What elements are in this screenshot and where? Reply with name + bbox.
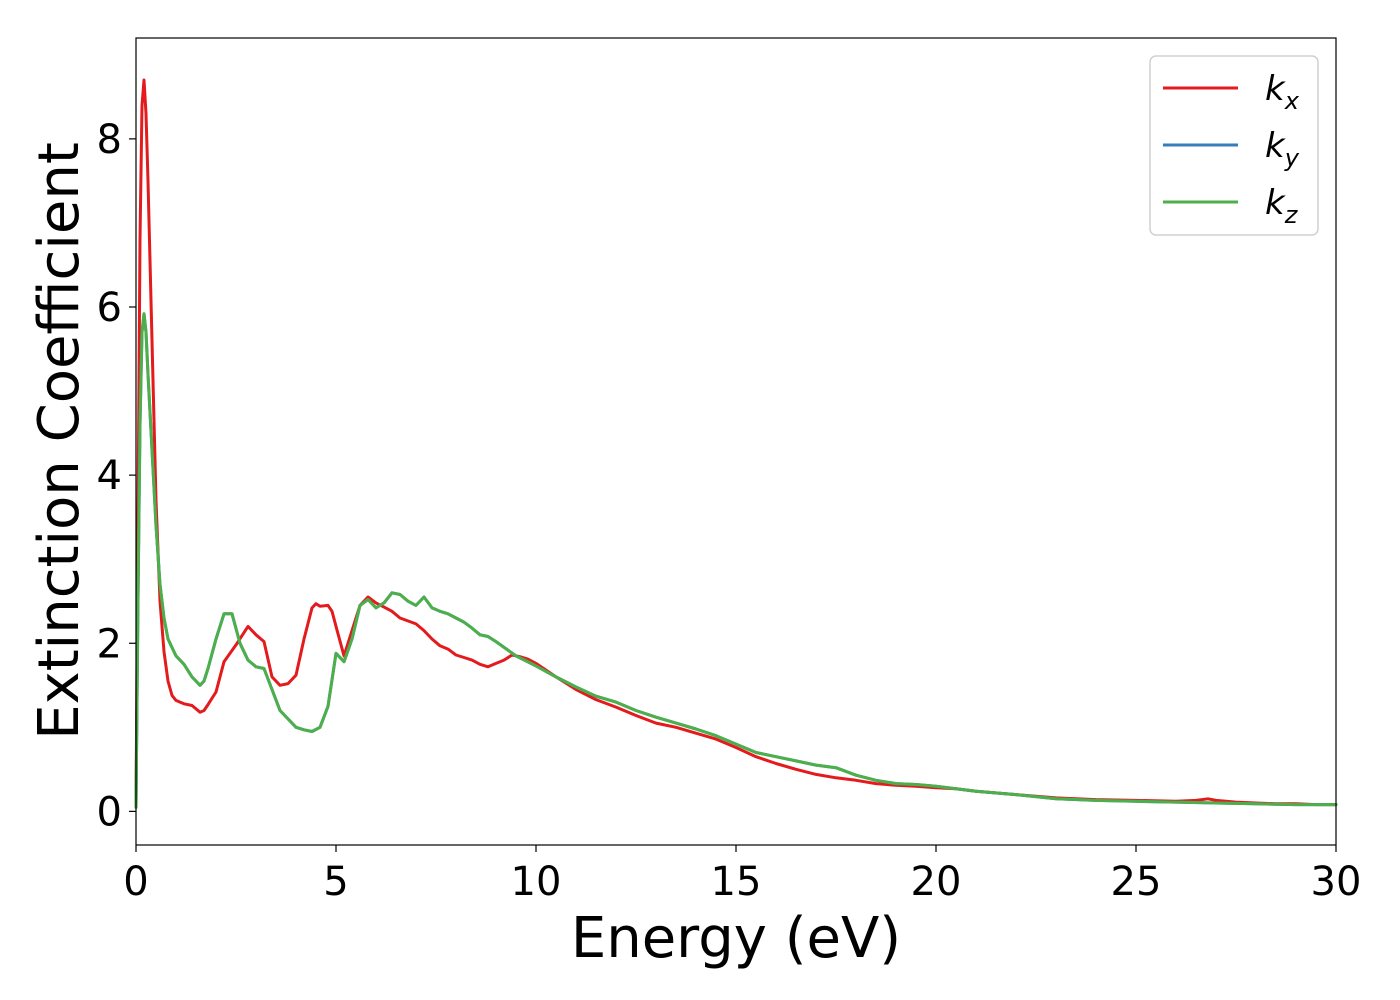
- legend-label-subscript: z: [1284, 201, 1299, 229]
- x-tick-label: 15: [711, 859, 762, 905]
- legend-label-base: k: [1265, 126, 1286, 166]
- legend-label-subscript: y: [1284, 144, 1300, 172]
- legend-label-z: kz: [1265, 183, 1299, 229]
- y-tick-label: 8: [97, 117, 122, 163]
- legend-label-base: k: [1265, 69, 1286, 109]
- x-axis-label: Energy (eV): [571, 906, 901, 971]
- y-axis-label: Extinction Coefficient: [27, 142, 92, 740]
- legend-label-subscript: x: [1284, 87, 1300, 115]
- x-tick-label: 25: [1111, 859, 1162, 905]
- legend-label-y: ky: [1265, 126, 1300, 172]
- legend-label-x: kx: [1265, 69, 1300, 115]
- x-tick-label: 20: [911, 859, 962, 905]
- y-tick-label: 0: [97, 789, 122, 835]
- series-line-z: [134, 312, 1338, 809]
- x-axis-ticks: 0 5 10 15 20 25 30: [123, 845, 1361, 905]
- x-tick-label: 30: [1311, 859, 1362, 905]
- x-tick-label: 5: [323, 859, 348, 905]
- y-tick-label: 6: [97, 285, 122, 331]
- series-line-x: [134, 78, 1338, 809]
- y-tick-label: 2: [97, 621, 122, 667]
- y-axis-ticks: 0 2 4 6 8: [97, 117, 136, 835]
- legend-label-base: k: [1265, 183, 1286, 223]
- y-tick-label: 4: [97, 453, 122, 499]
- x-tick-label: 0: [123, 859, 148, 905]
- series-layer: [134, 78, 1338, 809]
- x-tick-label: 10: [511, 859, 562, 905]
